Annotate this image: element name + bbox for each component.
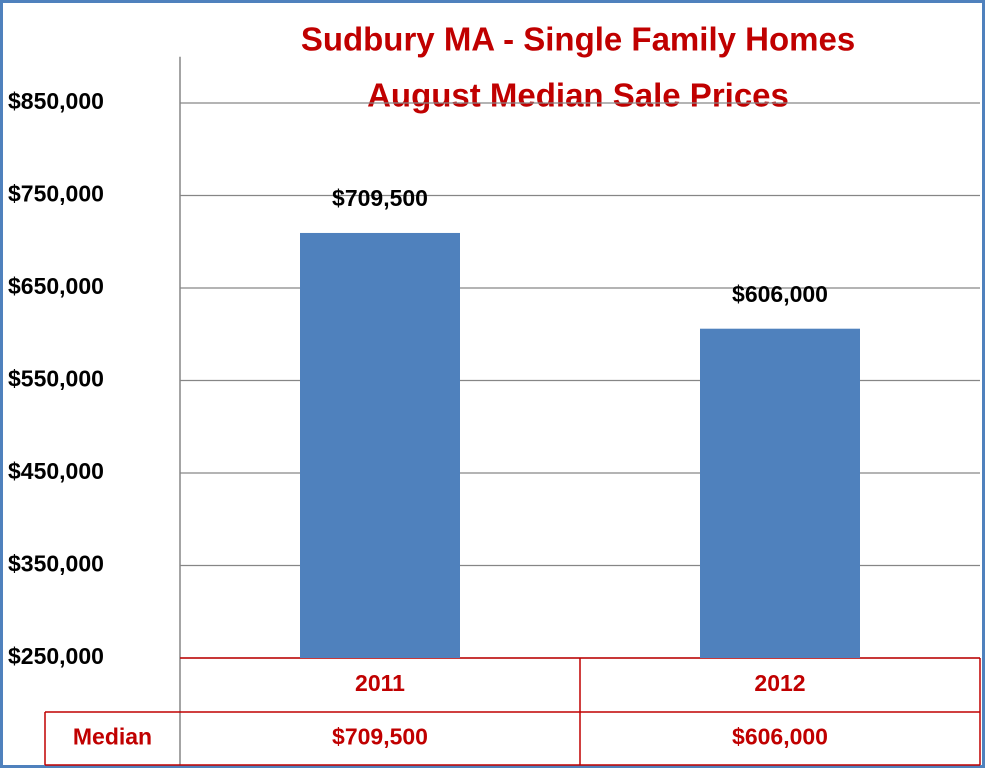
- chart-title: Sudbury MA - Single Family Homes: [301, 21, 855, 58]
- y-tick-label: $850,000: [8, 88, 104, 114]
- y-tick-label: $250,000: [8, 643, 104, 669]
- y-tick-label: $650,000: [8, 273, 104, 299]
- y-tick-label: $350,000: [8, 551, 104, 577]
- y-tick-label: $750,000: [8, 181, 104, 207]
- table-value: $606,000: [732, 724, 828, 750]
- y-tick-label: $550,000: [8, 366, 104, 392]
- bar: [700, 328, 860, 658]
- x-tick-label: 2011: [355, 670, 405, 696]
- bar: [300, 232, 460, 658]
- chart-subtitle: August Median Sale Prices: [367, 77, 789, 114]
- value-label: $709,500: [332, 185, 428, 211]
- value-label: $606,000: [732, 281, 828, 307]
- legend-label: Median: [73, 724, 152, 750]
- table-value: $709,500: [332, 724, 428, 750]
- y-tick-label: $450,000: [8, 458, 104, 484]
- x-tick-label: 2012: [754, 670, 805, 696]
